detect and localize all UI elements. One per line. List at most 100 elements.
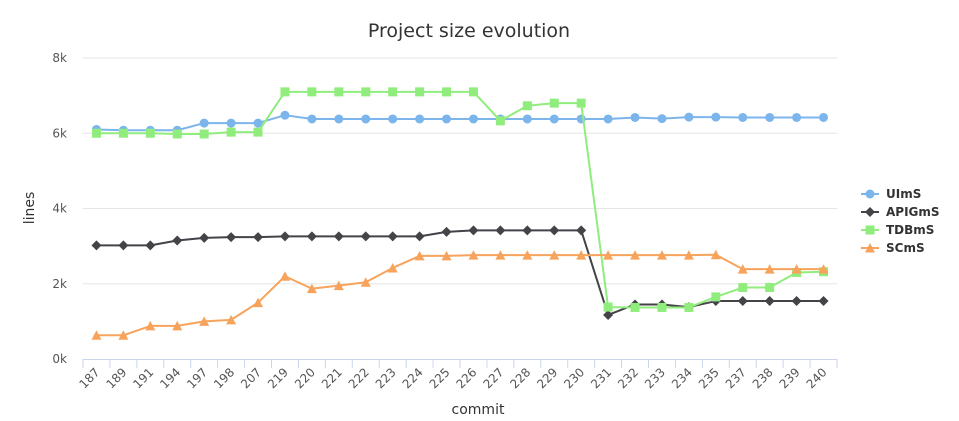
data-point [549,250,560,260]
legend-item[interactable]: UImS [861,187,921,201]
data-point [414,250,425,261]
data-point [495,250,506,260]
data-point [711,292,721,302]
series-SCmS [91,249,829,340]
data-point [145,128,155,138]
data-point [657,114,667,124]
data-point [414,231,425,242]
legend-item[interactable]: TDBmS [861,223,934,237]
x-tick-label: 232 [615,365,641,391]
data-point [441,250,452,261]
data-point [765,283,775,293]
legend-marker [865,189,875,199]
data-point [172,320,183,331]
data-point [91,330,102,340]
legend-item[interactable]: SCmS [861,241,925,255]
data-point [819,112,829,122]
y-tick-label: 8k [52,51,67,65]
data-point [280,87,290,97]
data-point [253,118,263,128]
legend-label: APIGmS [886,205,940,219]
data-point [253,127,263,137]
legend-label: UImS [886,187,921,201]
data-point [145,320,156,331]
data-point [387,262,398,273]
data-point [738,112,748,122]
data-point [549,225,560,236]
data-point [495,116,505,126]
data-point [576,225,587,236]
data-point [334,114,344,124]
data-point [306,283,317,294]
y-tick-label: 2k [52,277,67,291]
data-point [172,235,183,246]
x-tick-label: 198 [211,365,237,391]
data-point [415,114,425,124]
data-point [415,87,425,97]
x-tick-label: 238 [750,365,776,391]
data-point [522,114,532,124]
data-point [468,225,479,236]
data-point [738,283,748,293]
data-point [388,87,398,97]
data-point [603,309,614,320]
x-tick-label: 230 [561,365,587,391]
legend: UImS APIGmS TDBmS SCmS [861,187,940,255]
data-point [576,250,587,260]
data-point [226,314,237,325]
data-point [441,226,452,237]
x-tick-label: 226 [453,365,479,391]
x-tick-label: 221 [319,365,345,391]
data-point [495,225,506,236]
data-point [199,316,210,326]
x-tick-label: 187 [76,365,102,391]
data-point [199,118,209,128]
x-tick-label: 207 [238,365,264,391]
series-line [95,114,825,132]
x-tick-label: 237 [723,365,749,391]
x-tick-label: 219 [265,365,291,391]
legend-item[interactable]: APIGmS [861,205,940,219]
data-point [684,302,694,312]
series-line [95,253,825,337]
data-point [118,330,129,340]
data-point [279,231,290,242]
x-tick-label: 224 [400,365,426,391]
series-APIGmS [91,225,829,320]
data-point [818,264,829,274]
x-tick-label: 228 [507,365,533,391]
data-point [226,127,236,137]
data-point [630,250,641,260]
data-point [280,110,290,120]
data-point [657,302,667,312]
data-point [333,280,344,291]
data-point [710,249,721,260]
data-point [118,240,129,251]
data-point [199,129,209,139]
data-point [576,98,586,108]
series-line [95,90,825,309]
legend-label: TDBmS [886,223,934,237]
data-point [468,114,478,124]
data-point [711,112,721,122]
data-point [172,129,182,139]
series-TDBmS [91,87,829,312]
data-point [360,231,371,242]
legend-marker [865,243,875,253]
data-point [361,114,371,124]
data-point [253,297,264,308]
data-point [630,112,640,122]
data-point [603,250,614,260]
data-point [818,296,829,307]
data-point [765,112,775,122]
data-point [764,264,775,274]
data-point [306,231,317,242]
legend-marker [865,207,875,217]
data-point [603,302,613,312]
data-point [387,231,398,242]
data-point [91,240,102,251]
x-tick-label: 229 [534,365,560,391]
data-point [442,114,452,124]
